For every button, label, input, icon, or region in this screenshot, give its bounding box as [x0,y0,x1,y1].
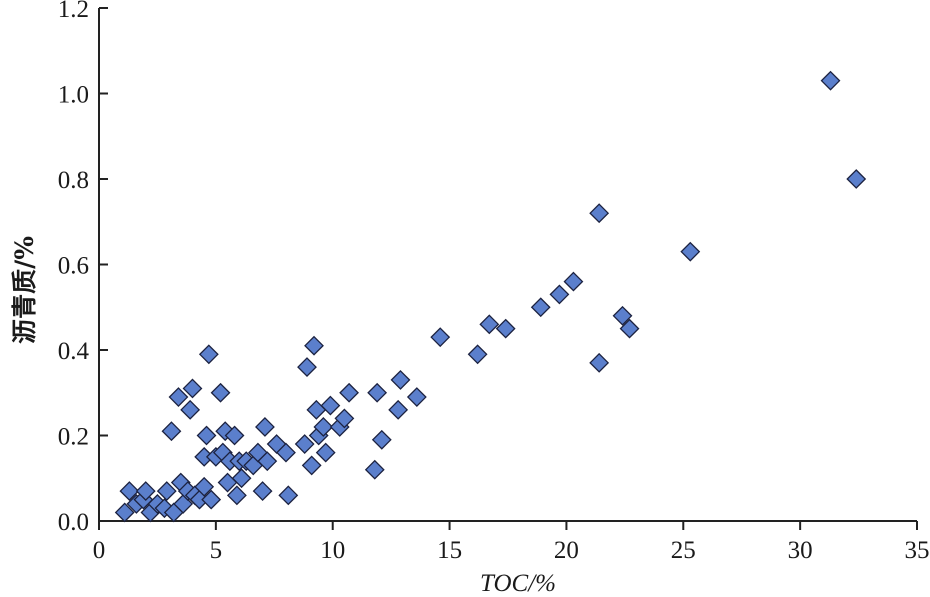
data-point [257,451,278,472]
data-point [119,481,140,501]
data-point [294,434,315,454]
data-point [315,442,336,463]
data-point [201,489,222,510]
data-point [255,417,275,437]
x-tick-label: 30 [788,537,813,564]
x-tick-label: 35 [905,537,930,564]
data-point [231,468,252,489]
y-tick-label: 0.2 [58,424,89,451]
data-point [180,399,201,420]
y-tick-label: 1.0 [58,82,89,109]
data-point [156,481,177,501]
y-tick-label: 1.2 [58,0,89,23]
data-point [388,399,409,420]
data-point [495,318,516,339]
data-point [467,344,488,365]
data-point [135,481,156,501]
y-tick-label: 0.8 [58,167,89,194]
y-tick-label: 0.0 [58,509,89,536]
data-point [196,425,217,446]
data-point [194,476,215,497]
data-point [430,327,451,348]
data-point [252,481,273,501]
data-point [390,370,411,390]
ticks: 0 5 10 15 20 25 30 35 0.0 0.2 0.4 0.6 0.8 1.0 1.2 [58,0,930,564]
x-axis-title: TOC/% [480,570,556,597]
data-point [320,395,341,416]
data-point [276,442,296,463]
data-point [313,417,334,437]
data-points [114,70,867,523]
data-point [334,408,355,429]
data-point [820,70,841,91]
data-point [301,455,322,476]
data-point [406,387,427,407]
y-axis-title: 沥青质/% [10,236,39,344]
data-point [549,284,570,305]
data-point [339,382,359,403]
data-point [304,335,324,356]
data-point [680,241,701,262]
data-point [479,314,500,335]
data-point [224,425,245,446]
y-tick-label: 0.4 [58,338,90,365]
data-point [619,318,640,339]
data-point [182,378,203,399]
x-tick-label: 20 [554,537,579,564]
data-point [589,203,610,224]
data-point [114,502,135,523]
data-point [168,387,189,407]
data-point [612,305,633,326]
data-point [371,429,392,450]
data-point [846,169,867,189]
x-tick-label: 0 [93,537,106,564]
data-point [563,271,584,292]
data-point [367,382,388,403]
y-tick-label: 0.6 [58,253,89,280]
x-tick-label: 15 [437,537,462,564]
data-point [364,459,385,480]
x-tick-label: 5 [210,537,223,564]
data-point [198,344,219,365]
data-point [589,352,610,373]
data-point [161,421,182,442]
data-point [226,485,247,506]
data-point [297,357,317,378]
x-tick-label: 10 [320,537,345,564]
data-point [278,485,299,506]
x-tick-label: 25 [671,537,696,564]
data-point [210,382,231,403]
data-point [530,297,551,318]
